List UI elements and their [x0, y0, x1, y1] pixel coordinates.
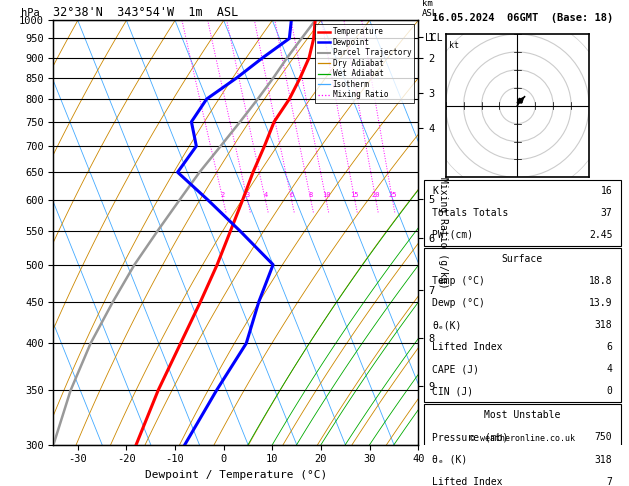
Text: K: K [433, 186, 438, 195]
Text: LCL: LCL [425, 34, 443, 43]
Text: Most Unstable: Most Unstable [484, 410, 560, 420]
Text: 4: 4 [606, 364, 613, 374]
Y-axis label: Mixing Ratio (g/kg): Mixing Ratio (g/kg) [438, 177, 448, 288]
Text: CIN (J): CIN (J) [433, 386, 474, 396]
Text: Surface: Surface [502, 254, 543, 264]
Text: 13.9: 13.9 [589, 298, 613, 308]
FancyBboxPatch shape [425, 179, 621, 246]
Text: km
ASL: km ASL [422, 0, 438, 18]
Text: 37: 37 [601, 208, 613, 218]
FancyBboxPatch shape [425, 404, 621, 486]
Text: 16: 16 [601, 186, 613, 195]
Text: Lifted Index: Lifted Index [433, 477, 503, 486]
Text: 18.8: 18.8 [589, 276, 613, 286]
Text: 16.05.2024  06GMT  (Base: 18): 16.05.2024 06GMT (Base: 18) [431, 13, 613, 23]
Text: 6: 6 [289, 191, 294, 197]
Text: 32°38'N  343°54'W  1m  ASL: 32°38'N 343°54'W 1m ASL [53, 6, 239, 19]
Text: θₑ (K): θₑ (K) [433, 454, 468, 465]
Text: 2.45: 2.45 [589, 230, 613, 240]
Text: 0: 0 [606, 386, 613, 396]
Text: Lifted Index: Lifted Index [433, 342, 503, 352]
Text: Totals Totals: Totals Totals [433, 208, 509, 218]
Text: 10: 10 [322, 191, 330, 197]
Text: 15: 15 [350, 191, 359, 197]
Text: 25: 25 [388, 191, 397, 197]
X-axis label: Dewpoint / Temperature (°C): Dewpoint / Temperature (°C) [145, 470, 327, 480]
Text: 318: 318 [594, 320, 613, 330]
Text: Dewp (°C): Dewp (°C) [433, 298, 486, 308]
Text: 2: 2 [221, 191, 225, 197]
Text: Temp (°C): Temp (°C) [433, 276, 486, 286]
Text: kt: kt [449, 41, 459, 50]
Text: 318: 318 [594, 454, 613, 465]
Text: 6: 6 [606, 342, 613, 352]
Text: PW (cm): PW (cm) [433, 230, 474, 240]
Legend: Temperature, Dewpoint, Parcel Trajectory, Dry Adiabat, Wet Adiabat, Isotherm, Mi: Temperature, Dewpoint, Parcel Trajectory… [315, 24, 415, 103]
Text: CAPE (J): CAPE (J) [433, 364, 479, 374]
Text: Pressure (mb): Pressure (mb) [433, 433, 509, 442]
Text: 4: 4 [263, 191, 267, 197]
Text: 750: 750 [594, 433, 613, 442]
FancyBboxPatch shape [425, 248, 621, 402]
Text: θₑ(K): θₑ(K) [433, 320, 462, 330]
Text: © weatheronline.co.uk: © weatheronline.co.uk [470, 434, 575, 443]
Text: hPa: hPa [21, 8, 40, 18]
Text: 7: 7 [606, 477, 613, 486]
Text: 8: 8 [309, 191, 313, 197]
Text: 3: 3 [245, 191, 250, 197]
Text: 20: 20 [372, 191, 380, 197]
